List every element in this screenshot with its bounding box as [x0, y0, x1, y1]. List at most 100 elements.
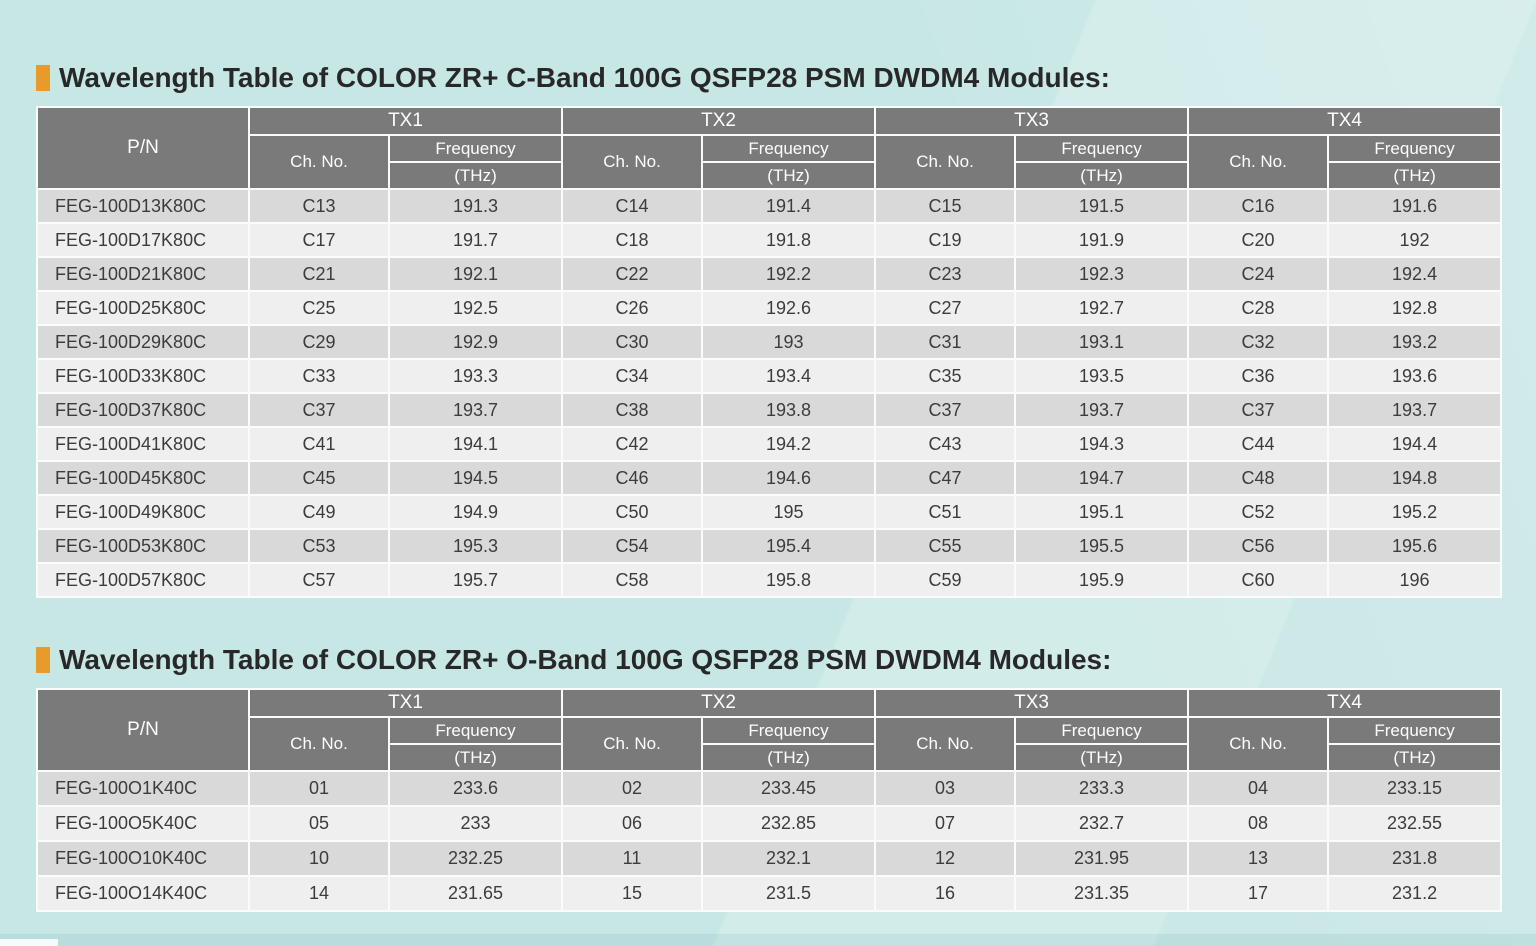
frequency-cell: 194.5: [387, 460, 564, 496]
section-title: Wavelength Table of COLOR ZR+ O-Band 100…: [36, 644, 1500, 676]
frequency-cell: 192.7: [1014, 290, 1190, 326]
frequency-cell: 195.6: [1327, 528, 1503, 564]
ch-no-cell: C60: [1187, 562, 1330, 598]
frequency-cell: 233.45: [701, 770, 877, 807]
tx2-group-header: TX2: [561, 106, 877, 136]
page-content: Wavelength Table of COLOR ZR+ C-Band 100…: [36, 62, 1503, 912]
ch-no-header: Ch. No.: [248, 134, 390, 190]
frequency-cell: 193.4: [701, 358, 877, 394]
frequency-cell: 195.5: [1014, 528, 1190, 564]
frequency-cell: 192.8: [1327, 290, 1503, 326]
ch-no-cell: 08: [1187, 805, 1330, 842]
frequency-header: Frequency: [387, 716, 564, 745]
ch-no-cell: 14: [248, 875, 390, 912]
thz-header: (THz): [1327, 743, 1503, 772]
frequency-cell: 196: [1327, 562, 1503, 598]
section-title-text: Wavelength Table of COLOR ZR+ C-Band 100…: [59, 62, 1110, 93]
frequency-cell: 193.5: [1014, 358, 1190, 394]
thz-header: (THz): [701, 161, 877, 190]
frequency-cell: 193.7: [1327, 392, 1503, 428]
section-title-text: Wavelength Table of COLOR ZR+ O-Band 100…: [59, 644, 1112, 675]
thz-header: (THz): [1014, 743, 1190, 772]
ch-no-cell: C18: [561, 222, 704, 258]
ch-no-cell: C28: [1187, 290, 1330, 326]
frequency-cell: 194.6: [701, 460, 877, 496]
c-band-wavelength-table: P/N TX1 TX2 TX3 TX4 Ch. No. Frequency Ch. No. Fr…: [36, 106, 1503, 598]
ch-no-cell: C38: [561, 392, 704, 428]
pn-cell: FEG-100O10K40C: [36, 840, 250, 877]
ch-no-cell: C33: [248, 358, 390, 394]
ch-no-cell: 13: [1187, 840, 1330, 877]
frequency-cell: 232.7: [1014, 805, 1190, 842]
frequency-cell: 193.6: [1327, 358, 1503, 394]
bullet-icon: [36, 647, 50, 673]
ch-no-cell: C44: [1187, 426, 1330, 462]
pn-cell: FEG-100O1K40C: [36, 770, 250, 807]
frequency-cell: 232.25: [387, 840, 564, 877]
ch-no-cell: C37: [1187, 392, 1330, 428]
ch-no-cell: 07: [874, 805, 1017, 842]
frequency-cell: 195.3: [387, 528, 564, 564]
ch-no-cell: C45: [248, 460, 390, 496]
ch-no-cell: 03: [874, 770, 1017, 807]
ch-no-header: Ch. No.: [1187, 716, 1330, 772]
pn-cell: FEG-100O5K40C: [36, 805, 250, 842]
frequency-cell: 192.1: [387, 256, 564, 292]
ch-no-cell: 15: [561, 875, 704, 912]
table-row: FEG-100D37K80C C37 193.7 C38 193.8 C37 193.7 C3…: [36, 392, 1503, 428]
frequency-cell: 232.85: [701, 805, 877, 842]
frequency-cell: 192.9: [387, 324, 564, 360]
frequency-cell: 231.2: [1327, 875, 1503, 912]
pn-cell: FEG-100D45K80C: [36, 460, 250, 496]
ch-no-cell: 12: [874, 840, 1017, 877]
ch-no-cell: C25: [248, 290, 390, 326]
ch-no-cell: 11: [561, 840, 704, 877]
frequency-cell: 195.7: [387, 562, 564, 598]
ch-no-cell: C54: [561, 528, 704, 564]
table-row: FEG-100D13K80C C13 191.3 C14 191.4 C15 191.5 C1…: [36, 188, 1503, 224]
frequency-cell: 194.2: [701, 426, 877, 462]
thz-header: (THz): [1327, 161, 1503, 190]
ch-no-cell: C19: [874, 222, 1017, 258]
ch-no-cell: 17: [1187, 875, 1330, 912]
frequency-cell: 194.4: [1327, 426, 1503, 462]
frequency-cell: 231.35: [1014, 875, 1190, 912]
pn-cell: FEG-100D53K80C: [36, 528, 250, 564]
frequency-cell: 192.6: [701, 290, 877, 326]
pn-cell: FEG-100D49K80C: [36, 494, 250, 530]
table-row: FEG-100O14K40C 14 231.65 15 231.5 16 231.35 17 2…: [36, 875, 1503, 912]
frequency-cell: 192.4: [1327, 256, 1503, 292]
frequency-cell: 195.2: [1327, 494, 1503, 530]
ch-no-cell: C22: [561, 256, 704, 292]
pn-cell: FEG-100D37K80C: [36, 392, 250, 428]
ch-no-cell: C17: [248, 222, 390, 258]
frequency-cell: 194.9: [387, 494, 564, 530]
ch-no-cell: 01: [248, 770, 390, 807]
frequency-cell: 232.1: [701, 840, 877, 877]
ch-no-cell: C23: [874, 256, 1017, 292]
frequency-cell: 193: [701, 324, 877, 360]
pn-cell: FEG-100D29K80C: [36, 324, 250, 360]
frequency-cell: 231.5: [701, 875, 877, 912]
frequency-cell: 192.5: [387, 290, 564, 326]
ch-no-cell: 06: [561, 805, 704, 842]
frequency-cell: 193.8: [701, 392, 877, 428]
frequency-header: Frequency: [701, 134, 877, 163]
pn-cell: FEG-100D57K80C: [36, 562, 250, 598]
frequency-cell: 233.6: [387, 770, 564, 807]
frequency-cell: 193.2: [1327, 324, 1503, 360]
ch-no-cell: C15: [874, 188, 1017, 224]
table-row: FEG-100D57K80C C57 195.7 C58 195.8 C59 195.9 C6…: [36, 562, 1503, 598]
ch-no-cell: C21: [248, 256, 390, 292]
frequency-cell: 191.5: [1014, 188, 1190, 224]
frequency-cell: 191.8: [701, 222, 877, 258]
frequency-cell: 195.4: [701, 528, 877, 564]
table-row: FEG-100D17K80C C17 191.7 C18 191.8 C19 191.9 C2…: [36, 222, 1503, 258]
ch-no-cell: 05: [248, 805, 390, 842]
bottom-white-sliver: [0, 939, 58, 946]
ch-no-cell: C46: [561, 460, 704, 496]
ch-no-cell: C31: [874, 324, 1017, 360]
table-row: FEG-100D29K80C C29 192.9 C30 193 C31 193.1 C32 1…: [36, 324, 1503, 360]
bottom-shade-band: [0, 934, 1536, 946]
frequency-cell: 194.8: [1327, 460, 1503, 496]
